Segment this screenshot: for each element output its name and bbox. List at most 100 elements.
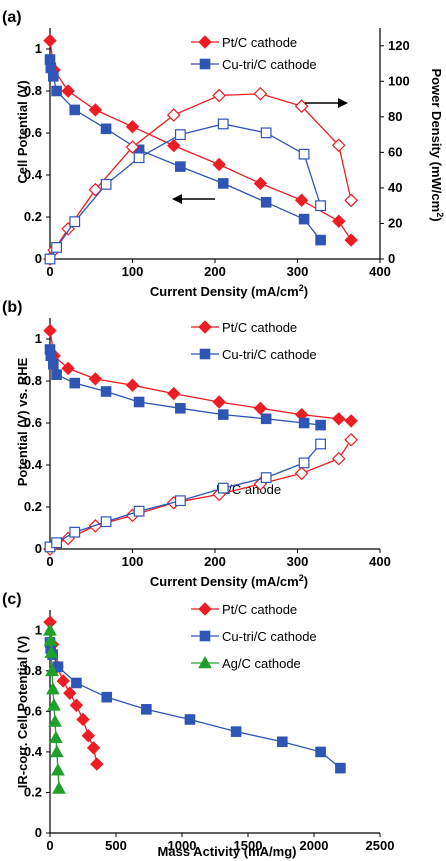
y-tick-label: 0.2 — [24, 499, 42, 514]
data-point — [184, 714, 196, 725]
x-tick-label: 2500 — [366, 838, 395, 853]
right-arrow-head — [338, 98, 348, 108]
data-point — [71, 677, 82, 689]
data-point — [315, 234, 326, 246]
panel-c-plot: 0 500 1000 1500 2000 2500 0 0.2 0.4 0.6 0.8 1 Pt/C c… — [24, 602, 395, 853]
data-point — [253, 86, 268, 101]
y-tick-label: 0.2 — [24, 209, 42, 224]
panel-c-label: (c) — [2, 591, 22, 608]
y2-tick-label: 80 — [388, 109, 402, 124]
data-point — [217, 409, 229, 420]
data-point — [100, 386, 112, 397]
data-point — [48, 358, 59, 370]
y2-tick-label: 40 — [388, 180, 402, 195]
panel-b-xlabel: Current Density (mA/cm2) — [150, 573, 308, 589]
panel-a: (a) Current Density (mA/cm2) Cell Potent… — [2, 9, 445, 299]
y-tick-label: 1 — [35, 622, 42, 637]
data-point — [44, 645, 59, 658]
data-point — [49, 730, 63, 744]
data-point — [294, 99, 309, 114]
data-point — [315, 746, 326, 758]
data-point — [47, 698, 61, 711]
data-point — [125, 140, 140, 154]
y-tick-label: 0 — [35, 825, 42, 840]
panel-b-ylabel: Potential (V) vs. RHE — [15, 357, 30, 486]
series-cu-tri-c-cathode-power- — [44, 118, 326, 265]
series-cu-tri-c-cathode — [44, 54, 326, 246]
data-point — [46, 682, 60, 695]
data-point — [100, 123, 112, 135]
data-point — [56, 674, 70, 688]
data-point — [298, 457, 310, 469]
data-point — [141, 704, 152, 715]
plot-layer: 0 100 200 300 40000.20.40.60.810204060801001… — [24, 28, 410, 853]
series-line — [49, 93, 352, 260]
legend-swatch-marker — [198, 320, 212, 334]
data-point — [50, 744, 64, 758]
x-tick-label: 1000 — [168, 838, 197, 853]
data-point — [344, 432, 358, 447]
data-point — [43, 633, 58, 646]
data-point — [277, 736, 288, 748]
data-point — [217, 118, 229, 130]
y-tick-label: 0.4 — [24, 744, 43, 759]
legend-label: Cu-tri/C cathode — [222, 57, 317, 72]
data-point — [332, 214, 346, 228]
data-point — [100, 516, 112, 528]
data-point — [260, 413, 272, 425]
data-point — [51, 242, 62, 253]
y-tick-label: 0.8 — [24, 83, 42, 98]
panel-a-plot: 0 100 200 300 40000.20.40.60.810204060801001… — [24, 28, 410, 279]
panel-b-plot: 0 100 200 300 400 0 0.2 0.4 0.6 0.8 1 Pt/C cathode C… — [24, 318, 391, 569]
data-point — [51, 85, 62, 97]
data-point — [315, 419, 326, 431]
data-point — [69, 526, 81, 538]
data-point — [86, 741, 101, 755]
panel-b-label: (b) — [2, 299, 22, 316]
y-tick-label: 0 — [35, 251, 42, 266]
data-point — [174, 495, 186, 507]
data-point — [230, 726, 242, 737]
panel-a-xlabel: Current Density (mA/cm2) — [150, 283, 308, 299]
data-point — [332, 412, 346, 426]
data-point — [217, 482, 229, 494]
legend-label: Cu-tri/C cathode — [222, 347, 317, 362]
y-tick-label: 0.8 — [24, 373, 42, 388]
data-point — [125, 378, 140, 392]
x-tick-label: 1500 — [234, 838, 263, 853]
data-point — [88, 103, 103, 117]
data-point — [90, 757, 104, 771]
y2-tick-label: 20 — [388, 215, 402, 230]
data-point — [260, 127, 272, 139]
data-point — [175, 161, 186, 172]
panel-a-ylabel: Cell Potential (V) — [15, 80, 30, 183]
data-point — [298, 148, 310, 160]
data-point — [45, 663, 59, 677]
data-point — [100, 178, 112, 190]
data-point — [344, 233, 358, 247]
panel-a-xlabel-text: Current Density (mA/cm — [150, 284, 299, 299]
x-tick-label: 100 — [122, 554, 144, 569]
x-tick-label: 400 — [369, 264, 391, 279]
panel-c-xlabel: Mass Activity (mA/mg) — [158, 844, 297, 859]
data-point — [344, 414, 358, 428]
data-point — [298, 213, 310, 225]
legend-label: Pt/C cathode — [222, 320, 297, 335]
series-pt-c-cathode-power- — [43, 86, 358, 266]
y-tick-label: 0 — [35, 541, 42, 556]
legend-swatch-marker — [199, 630, 211, 642]
y-tick-label: 1 — [35, 41, 42, 56]
data-point — [61, 361, 75, 376]
y-tick-label: 0.2 — [24, 784, 42, 799]
data-point — [260, 197, 272, 208]
legend-swatch-marker — [198, 35, 212, 49]
data-point — [260, 472, 272, 483]
y2-tick-label: 60 — [388, 144, 402, 159]
data-point — [174, 129, 186, 141]
data-point — [175, 403, 186, 414]
panel-b: (b) Current Density (mA/cm2) Potential (… — [2, 299, 308, 589]
y-tick-label: 1 — [35, 331, 42, 346]
data-point — [48, 71, 59, 82]
data-point — [43, 323, 57, 338]
data-point — [44, 253, 56, 265]
